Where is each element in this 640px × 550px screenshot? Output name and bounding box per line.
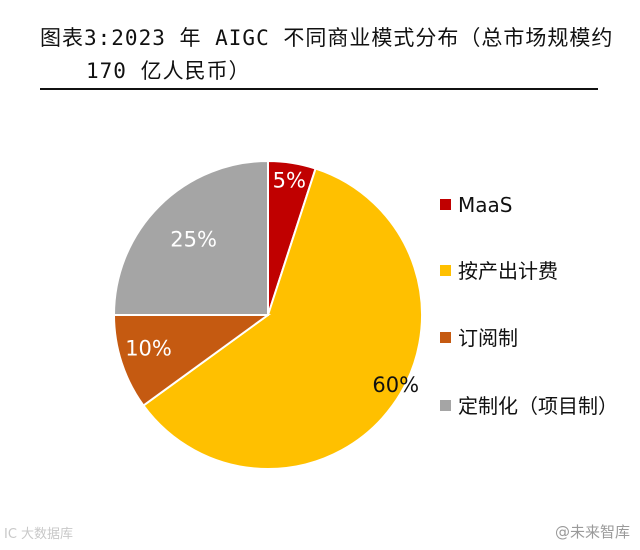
- legend-swatch-3: [440, 332, 451, 343]
- pie-slice-2: [142, 167, 423, 470]
- slice-label-4: 25%: [170, 228, 217, 252]
- title-line-1: 图表3:2023 年 AIGC 不同商业模式分布（总市场规模约: [40, 26, 614, 50]
- title-line-2: 170 亿人民币）: [86, 59, 251, 83]
- slice-label-2: 60%: [372, 373, 419, 397]
- watermark-left: IC 大数据库: [4, 527, 74, 542]
- chart-title: 图表3:2023 年 AIGC 不同商业模式分布（总市场规模约 170 亿人民币…: [40, 22, 620, 88]
- legend-swatch-4: [440, 400, 451, 411]
- pie-slice-3: [112, 314, 272, 407]
- legend-swatch-2: [440, 265, 451, 276]
- legend-item-4: 定制化（项目制）: [440, 391, 618, 421]
- slice-label-1: 5%: [273, 168, 306, 192]
- slice-label-3: 10%: [125, 336, 172, 360]
- legend-swatch-1: [440, 199, 451, 210]
- pie-slice-4: [112, 159, 269, 316]
- legend-label-3: 订阅制: [458, 326, 518, 350]
- legend-item-3: 订阅制: [440, 323, 618, 353]
- legend-label-1: MaaS: [458, 193, 513, 217]
- legend-label-4: 定制化（项目制）: [458, 394, 618, 418]
- legend-item-2: 按产出计费: [440, 256, 618, 286]
- legend-item-1: MaaS: [440, 190, 618, 220]
- legend-label-2: 按产出计费: [458, 259, 558, 283]
- watermark-right: @未来智库: [554, 523, 630, 541]
- title-rule: [40, 88, 598, 90]
